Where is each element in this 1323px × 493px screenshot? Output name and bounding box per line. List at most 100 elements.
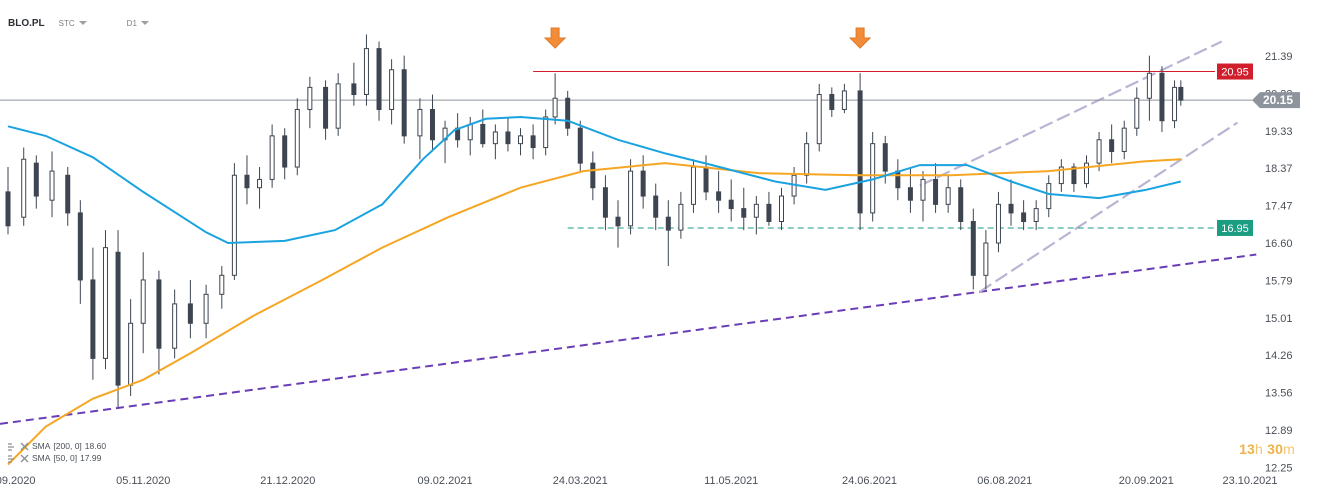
- candle: [65, 167, 71, 226]
- candle: [231, 163, 237, 280]
- close-icon[interactable]: [20, 454, 29, 463]
- candle-body: [690, 166, 696, 205]
- indicators-layer: [7, 115, 1182, 466]
- candle-body: [1172, 86, 1178, 122]
- candle: [970, 208, 976, 290]
- candle: [766, 191, 772, 226]
- down-arrow-icon: [543, 27, 567, 49]
- candle: [1058, 159, 1064, 192]
- candle: [615, 200, 621, 248]
- y-tick-label: 13.56: [1265, 388, 1293, 400]
- y-tick-label: 16.60: [1265, 238, 1293, 250]
- legend-name: SMA: [32, 441, 51, 451]
- candle: [1046, 175, 1052, 218]
- candle: [90, 247, 96, 380]
- y-tick-label: 12.25: [1265, 462, 1293, 474]
- x-tick-label: 09.02.2021: [418, 475, 473, 487]
- candle-body: [335, 83, 341, 129]
- candle: [530, 124, 536, 160]
- axes-layer: 21.3920.3319.3318.3717.4716.6015.7915.01…: [0, 51, 1293, 487]
- candle: [1134, 87, 1140, 136]
- candle: [140, 252, 146, 354]
- candle-body: [307, 86, 313, 110]
- candle: [628, 159, 634, 235]
- candle: [653, 183, 659, 231]
- candle-body: [778, 195, 784, 223]
- legend-row-sma50[interactable]: SMA [50, 0] 17.99: [8, 452, 106, 464]
- candle: [577, 120, 583, 172]
- candle-body: [1121, 127, 1127, 152]
- candle-body: [505, 131, 511, 145]
- candle: [1146, 55, 1152, 121]
- x-tick-label: 05.11.2020: [116, 475, 170, 487]
- down-arrow-icon: [848, 27, 872, 49]
- candle: [323, 80, 329, 140]
- indicator-settings-icon[interactable]: [8, 442, 17, 451]
- candle: [1159, 66, 1165, 132]
- candle: [602, 175, 608, 231]
- candle: [678, 191, 684, 239]
- support-tag-box: [1217, 219, 1253, 236]
- candle-body: [628, 170, 634, 227]
- candle: [335, 73, 341, 136]
- trend-line: [0, 253, 1257, 425]
- candle-body: [467, 123, 473, 141]
- candle: [1096, 131, 1102, 172]
- candle-body: [1159, 72, 1165, 122]
- candle-body: [920, 178, 926, 201]
- candle-body: [1033, 208, 1039, 223]
- candle: [640, 155, 646, 209]
- candle: [480, 109, 486, 148]
- candle-body: [203, 293, 209, 324]
- resistance-tag-box: [1217, 63, 1253, 80]
- candle-body: [65, 174, 71, 214]
- y-tick-label: 12.89: [1265, 425, 1293, 437]
- candle-body: [958, 187, 964, 223]
- candle: [1178, 80, 1184, 106]
- candle-body: [492, 131, 498, 145]
- x-tick-label: 20.09.2021: [1119, 475, 1174, 487]
- candle-body: [1058, 166, 1064, 185]
- candle-body: [244, 174, 250, 189]
- candle: [5, 167, 11, 235]
- instrument-type-dropdown[interactable]: STC: [59, 19, 87, 28]
- instrument-type-label: STC: [58, 18, 75, 28]
- close-icon[interactable]: [20, 442, 29, 451]
- candle: [1033, 200, 1039, 231]
- candle-body: [543, 116, 549, 149]
- candle-body: [140, 279, 146, 324]
- y-tick-label: 18.37: [1265, 163, 1293, 175]
- legend-params: [200, 0]: [53, 441, 82, 451]
- candle-body: [417, 108, 423, 137]
- candle: [33, 155, 39, 209]
- candle: [565, 90, 571, 136]
- candle-body: [895, 170, 901, 189]
- candle: [389, 59, 395, 125]
- candle-body: [128, 322, 134, 386]
- timeframe-dropdown[interactable]: D1: [127, 19, 149, 28]
- candle-body: [269, 135, 275, 180]
- candle-body: [590, 162, 596, 189]
- candle: [115, 230, 121, 408]
- candle: [49, 151, 55, 218]
- y-tick-label: 14.26: [1265, 350, 1293, 362]
- session-timer: 13h 30m: [1239, 441, 1295, 457]
- candle: [983, 230, 989, 290]
- candle-body: [187, 303, 193, 324]
- candle: [77, 200, 83, 304]
- x-tick-label: 23.10.2021: [1222, 475, 1277, 487]
- candle-body: [219, 274, 225, 295]
- x-tick-label: 24.06.2021: [842, 475, 897, 487]
- candle: [172, 289, 178, 359]
- indicator-settings-icon[interactable]: [8, 454, 17, 463]
- candle: [1008, 179, 1014, 226]
- candle: [753, 196, 759, 235]
- chevron-down-icon: [140, 21, 149, 25]
- candle-body: [552, 97, 558, 118]
- legend-params: [50, 0]: [53, 453, 78, 463]
- legend-row-sma200[interactable]: SMA [200, 0] 18.60: [8, 440, 106, 452]
- candle-body: [857, 90, 863, 214]
- legend-name: SMA: [32, 453, 51, 463]
- candle-body: [1109, 139, 1115, 152]
